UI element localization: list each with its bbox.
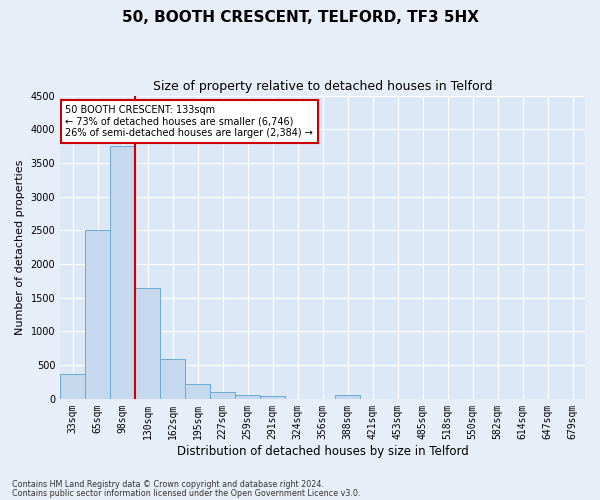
Text: 50 BOOTH CRESCENT: 133sqm
← 73% of detached houses are smaller (6,746)
26% of se: 50 BOOTH CRESCENT: 133sqm ← 73% of detac…: [65, 104, 313, 138]
Y-axis label: Number of detached properties: Number of detached properties: [15, 160, 25, 335]
Bar: [260, 396, 285, 399]
Bar: [110, 146, 135, 399]
Bar: [160, 359, 185, 399]
Bar: [335, 395, 360, 399]
Bar: [210, 392, 235, 399]
Bar: [85, 230, 110, 399]
Bar: [60, 374, 85, 399]
Title: Size of property relative to detached houses in Telford: Size of property relative to detached ho…: [153, 80, 493, 93]
Text: Contains public sector information licensed under the Open Government Licence v3: Contains public sector information licen…: [12, 488, 361, 498]
Text: Contains HM Land Registry data © Crown copyright and database right 2024.: Contains HM Land Registry data © Crown c…: [12, 480, 324, 489]
Bar: [185, 384, 210, 399]
Text: 50, BOOTH CRESCENT, TELFORD, TF3 5HX: 50, BOOTH CRESCENT, TELFORD, TF3 5HX: [121, 10, 479, 25]
Bar: [235, 395, 260, 399]
X-axis label: Distribution of detached houses by size in Telford: Distribution of detached houses by size …: [177, 444, 469, 458]
Bar: [135, 288, 160, 399]
